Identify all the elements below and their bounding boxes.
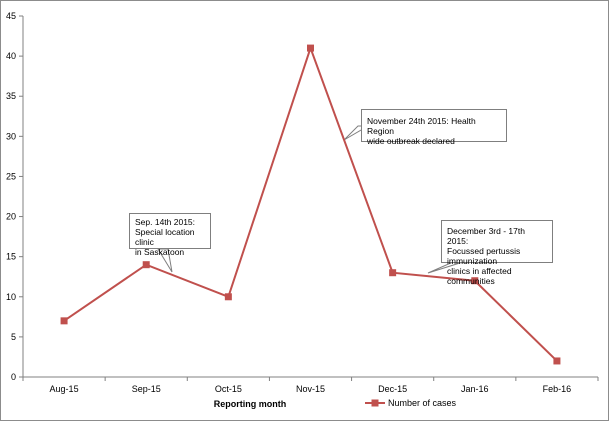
data-point-dec-15	[389, 269, 397, 277]
x-tick-label: Feb-16	[543, 384, 572, 394]
y-axis: 0 5 10 15 20 25 30 35 40 45	[6, 11, 24, 382]
annotation-dec-line-1: December 3rd - 17th 2015:	[447, 226, 525, 246]
annotation-dec-line-2: Focussed pertussis immunization	[447, 246, 521, 266]
y-tick-label: 5	[11, 332, 16, 342]
y-tick-label: 40	[6, 51, 16, 61]
series-line	[63, 45, 558, 362]
annotation-sep: Sep. 14th 2015: Special location clinic …	[129, 213, 211, 257]
annotation-nov: November 24th 2015: Health Region wide o…	[361, 109, 507, 146]
legend-marker	[371, 399, 379, 407]
callout-pointer-sep-15	[157, 248, 173, 273]
x-axis-title: Reporting month	[214, 399, 287, 409]
data-point-aug-15	[60, 317, 68, 325]
annotation-nov-line-1: November 24th 2015: Health Region	[367, 116, 476, 136]
x-tick-label: Sep-15	[132, 384, 161, 394]
x-tick-label: Oct-15	[215, 384, 242, 394]
annotation-sep-line-1: Sep. 14th 2015:	[135, 217, 196, 227]
annotation-dec: December 3rd - 17th 2015: Focussed pertu…	[441, 220, 553, 286]
x-tick-label: Nov-15	[296, 384, 325, 394]
series-number-of-cases	[60, 44, 561, 365]
annotation-nov-line-2: wide outbreak declared	[367, 136, 455, 146]
legend-label: Number of cases	[388, 398, 457, 408]
y-tick-label: 35	[6, 91, 16, 101]
annotation-sep-line-3: in Saskatoon	[135, 247, 185, 257]
data-point-nov-15	[307, 44, 314, 52]
annotation-sep-line-2: Special location clinic	[135, 227, 195, 247]
y-tick-label: 0	[11, 372, 16, 382]
y-tick-label: 20	[6, 212, 16, 222]
annotation-dec-line-3: clinics in affected communities	[447, 266, 512, 286]
x-axis: Aug-15 Sep-15 Oct-15 Nov-15 Dec-15 Jan-16 Feb-…	[22, 376, 599, 394]
legend: Number of cases	[365, 398, 457, 408]
data-point-jan-16	[471, 277, 479, 285]
data-point-oct-15	[224, 293, 232, 301]
data-point-feb-16	[553, 357, 561, 365]
x-tick-label: Dec-15	[378, 384, 407, 394]
y-tick-label: 25	[6, 171, 16, 181]
data-point-sep-15	[142, 261, 150, 269]
y-tick-label: 45	[6, 11, 16, 21]
x-tick-label: Jan-16	[461, 384, 489, 394]
y-tick-label: 10	[6, 292, 16, 302]
y-tick-label: 30	[6, 131, 16, 141]
x-tick-label: Aug-15	[50, 384, 79, 394]
y-tick-label: 15	[6, 252, 16, 262]
